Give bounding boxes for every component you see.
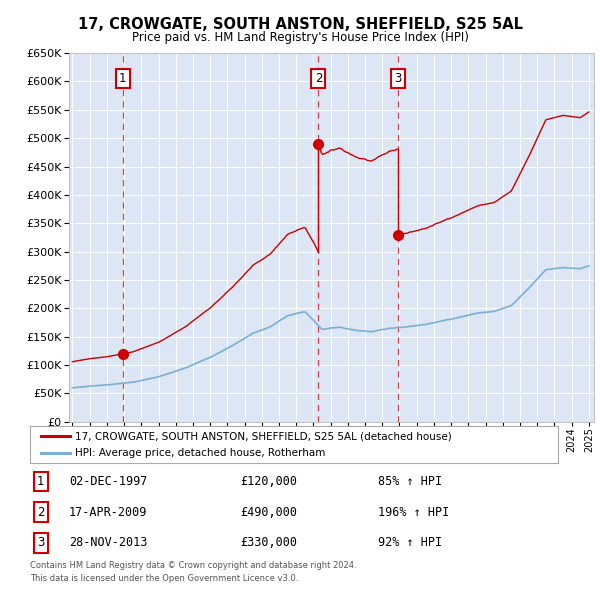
Text: 02-DEC-1997: 02-DEC-1997	[69, 475, 148, 488]
Text: 3: 3	[394, 72, 401, 85]
Text: 92% ↑ HPI: 92% ↑ HPI	[378, 536, 442, 549]
Text: 196% ↑ HPI: 196% ↑ HPI	[378, 506, 449, 519]
Text: Contains HM Land Registry data © Crown copyright and database right 2024.: Contains HM Land Registry data © Crown c…	[30, 561, 356, 570]
Text: 17, CROWGATE, SOUTH ANSTON, SHEFFIELD, S25 5AL (detached house): 17, CROWGATE, SOUTH ANSTON, SHEFFIELD, S…	[75, 431, 452, 441]
Text: 2: 2	[314, 72, 322, 85]
Text: 1: 1	[37, 475, 44, 488]
Text: 2: 2	[37, 506, 44, 519]
Text: £490,000: £490,000	[240, 506, 297, 519]
Text: £120,000: £120,000	[240, 475, 297, 488]
Text: 3: 3	[37, 536, 44, 549]
Text: 28-NOV-2013: 28-NOV-2013	[69, 536, 148, 549]
Text: 1: 1	[119, 72, 127, 85]
Text: £330,000: £330,000	[240, 536, 297, 549]
Text: Price paid vs. HM Land Registry's House Price Index (HPI): Price paid vs. HM Land Registry's House …	[131, 31, 469, 44]
Text: HPI: Average price, detached house, Rotherham: HPI: Average price, detached house, Roth…	[75, 448, 325, 458]
Text: 17-APR-2009: 17-APR-2009	[69, 506, 148, 519]
Text: This data is licensed under the Open Government Licence v3.0.: This data is licensed under the Open Gov…	[30, 574, 298, 583]
Text: 17, CROWGATE, SOUTH ANSTON, SHEFFIELD, S25 5AL: 17, CROWGATE, SOUTH ANSTON, SHEFFIELD, S…	[77, 17, 523, 31]
Text: 85% ↑ HPI: 85% ↑ HPI	[378, 475, 442, 488]
